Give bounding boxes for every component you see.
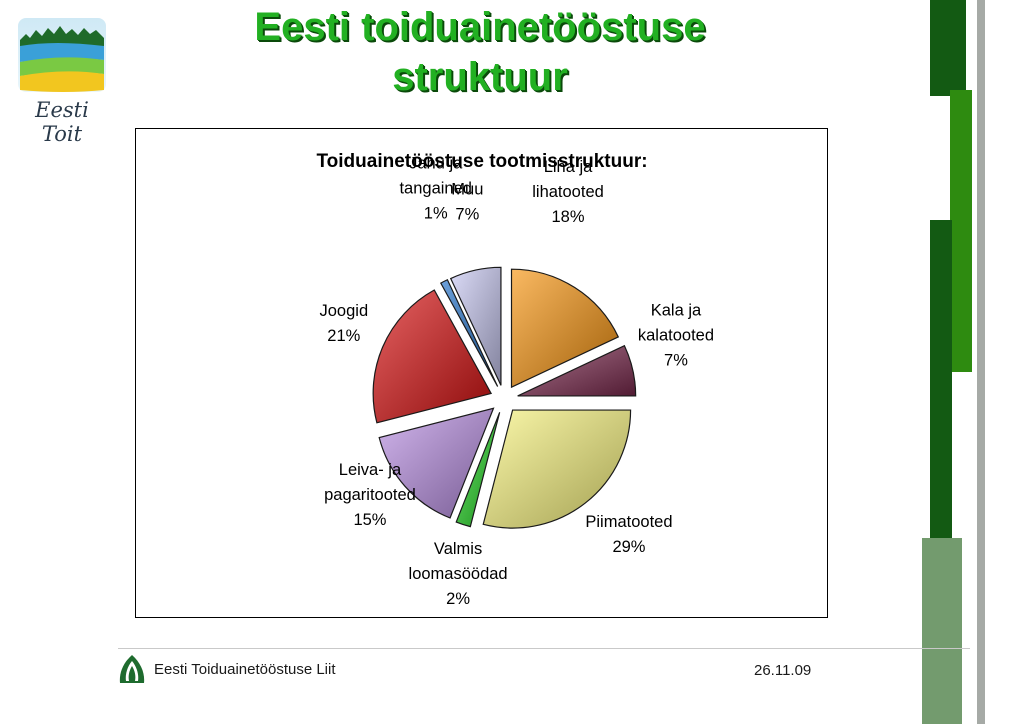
slice-name-label-1: kalatooted (638, 326, 714, 344)
pie-slice-4 (378, 407, 495, 519)
footer-organization: Eesti Toiduainetööstuse Liit (154, 661, 336, 678)
slice-percent-label-0: 18% (552, 208, 585, 226)
title-line-2: struktuur (392, 55, 568, 99)
slice-name-label-4: Leiva- ja (339, 461, 402, 479)
slice-name-label-0: Liha ja (544, 158, 593, 176)
pie-slice-0 (510, 268, 620, 389)
slice-percent-label-5: 21% (327, 327, 360, 345)
eesti-toit-logo: Eesti Toit (14, 12, 110, 146)
slice-name-label-2: Piimatooted (585, 513, 672, 531)
pie-chart: Toiduainetööstuse tootmisstruktuur: Liha… (316, 151, 715, 608)
slice-percent-label-4: 15% (353, 511, 386, 529)
landscape-logo-icon (18, 18, 106, 92)
slice-percent-label-2: 29% (612, 538, 645, 556)
pie-slice-2 (482, 409, 632, 529)
slice-name-label-5: Joogid (320, 302, 369, 320)
deco-bar-bright (950, 90, 972, 372)
slice-name-label-6: Jahu ja (409, 154, 463, 172)
pie-slice-1 (517, 344, 637, 397)
pie-slice-5 (372, 289, 493, 424)
logo-text: Eesti Toit (35, 98, 89, 146)
slice-name-label-6: tangained (399, 179, 472, 197)
chart-title: Toiduainetööstuse tootmisstruktuur: (316, 151, 647, 172)
slide-title: Eesti toiduainetööstuse struktuur (150, 2, 810, 102)
slice-name-label-3: Valmis (434, 540, 482, 558)
slice-name-label-3: loomasöödad (409, 565, 508, 583)
pie-slice-6 (439, 278, 499, 387)
association-logo-icon (119, 655, 145, 683)
slice-percent-label-3: 2% (446, 590, 470, 608)
footer-date: 26.11.09 (754, 662, 812, 679)
pie-slice-3 (455, 412, 501, 528)
slice-percent-label-6: 1% (424, 204, 448, 222)
slice-percent-label-1: 7% (664, 351, 688, 369)
title-line-1: Eesti toiduainetööstuse (254, 5, 706, 49)
slice-name-label-1: Kala ja (651, 301, 702, 319)
slice-name-label-4: pagaritooted (324, 486, 416, 504)
pie-slice-7 (449, 266, 502, 386)
pie-slices (372, 266, 637, 529)
pie-labels: Liha ja lihatooted 18% Kala ja kalatooted 7% P… (320, 154, 715, 607)
footer-divider (118, 648, 970, 649)
deco-bar-dark-mid (930, 220, 952, 588)
deco-bar-muted (922, 538, 962, 724)
pie-chart-box: Toiduainetööstuse tootmisstruktuur: Liha… (135, 128, 828, 618)
slice-name-label-7: Muu (451, 181, 483, 199)
deco-bar-gray (977, 0, 985, 724)
slice-percent-label-7: 7% (455, 206, 479, 224)
slice-name-label-0: lihatooted (532, 183, 604, 201)
deco-bar-dark-top (930, 0, 966, 96)
